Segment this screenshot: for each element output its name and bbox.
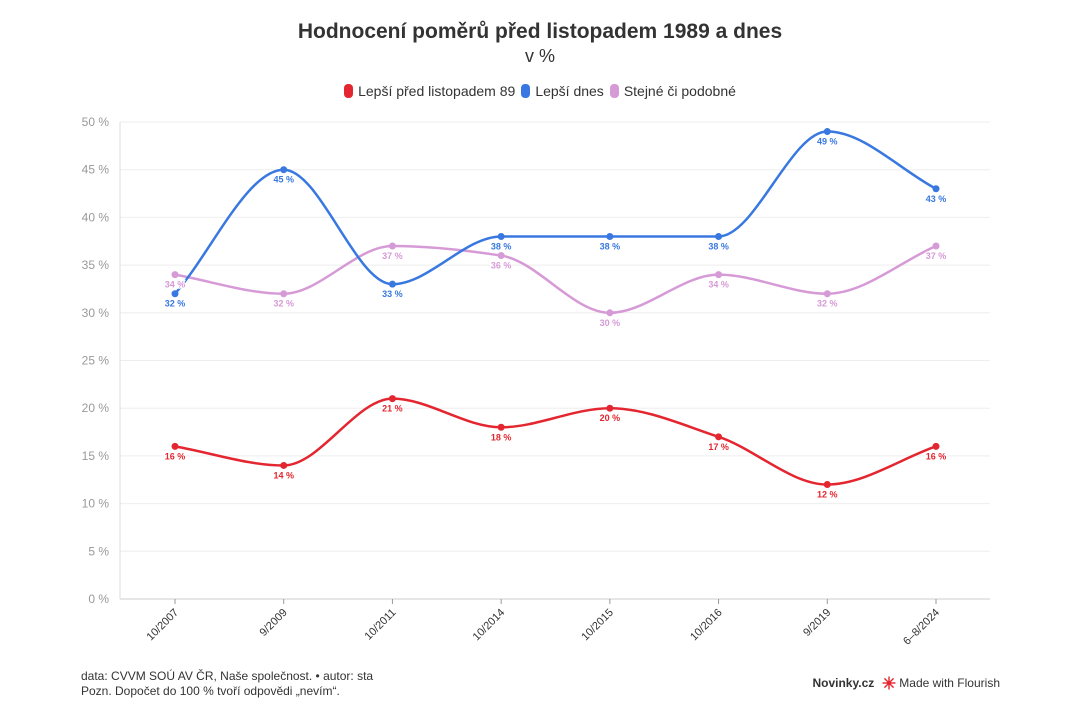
novinky-logo[interactable]: Novinky.cz	[812, 676, 875, 690]
data-label: 32 %	[273, 299, 294, 309]
data-point	[171, 442, 179, 450]
data-label: 20 %	[600, 413, 621, 423]
data-point	[497, 252, 505, 260]
series-line	[173, 397, 938, 486]
legend-label: Lepší před listopadem 89	[358, 83, 516, 99]
y-tick-label: 20 %	[82, 401, 110, 415]
y-tick-label: 5 %	[88, 544, 109, 558]
x-axis: 10/2007 9/2009 10/2011 10/2014 10/2015 10/201…	[145, 599, 942, 648]
data-label: 18 %	[491, 432, 512, 442]
data-label: 21 %	[382, 404, 403, 414]
y-tick-label: 35 %	[82, 258, 110, 272]
flourish-link[interactable]: Made with Flourish	[882, 676, 1000, 690]
data-point	[280, 166, 288, 174]
data-label: 43 %	[926, 194, 947, 204]
data-point	[280, 290, 288, 298]
series-line	[173, 130, 938, 295]
data-label: 38 %	[708, 241, 729, 251]
data-label: 32 %	[817, 299, 838, 309]
data-label: 32 %	[165, 299, 186, 309]
x-tick-label: 10/2015	[579, 607, 616, 644]
footer-note: Pozn. Dopočet do 100 % tvoří odpovědi „n…	[81, 684, 340, 698]
legend-swatch	[609, 84, 619, 98]
data-point	[932, 442, 940, 450]
y-tick-label: 25 %	[82, 354, 110, 368]
x-tick-label: 10/2016	[688, 607, 725, 644]
legend-item-same[interactable]: Stejné či podobné	[609, 83, 736, 99]
legend-item-before-89[interactable]: Lepší před listopadem 89	[344, 83, 515, 99]
data-point	[497, 232, 505, 240]
data-label: 33 %	[382, 289, 403, 299]
data-point	[715, 433, 723, 441]
x-tick-label: 6–8/2024	[901, 607, 942, 648]
flourish-label: Made with Flourish	[899, 676, 1000, 690]
footer-source: data: CVVM SOÚ AV ČR, Naše společnost. •…	[81, 669, 374, 683]
grid-lines	[120, 121, 990, 600]
legend: Lepší před listopadem 89 Lepší dnes Stej…	[0, 83, 1080, 99]
data-point	[388, 280, 396, 288]
data-label: 16 %	[926, 451, 947, 461]
y-tick-label: 50 %	[82, 115, 110, 129]
legend-label: Stejné či podobné	[623, 83, 736, 99]
data-labels: 16 % 14 % 21 % 18 % 20 % 17 % 12 % 16 % 34 % 32 %…	[163, 135, 947, 500]
y-axis: 0 % 5 % 10 % 15 % 20 % 25 % 30 % 35 % 40 % 45 % 50…	[82, 115, 121, 606]
data-label: 38 %	[600, 241, 621, 251]
data-label: 16 %	[165, 451, 186, 461]
chart-title: Hodnocení poměrů před listopadem 1989 a …	[297, 20, 783, 43]
data-label: 30 %	[600, 318, 621, 328]
footer: data: CVVM SOÚ AV ČR, Naše společnost. •…	[81, 669, 373, 699]
data-label: 34 %	[165, 280, 186, 290]
x-tick-label: 9/2019	[801, 607, 833, 639]
y-tick-label: 40 %	[82, 210, 110, 224]
branding: Novinky.cz Made with Flourish	[812, 676, 1000, 690]
data-point	[932, 185, 940, 193]
data-point	[823, 128, 831, 136]
data-label: 37 %	[382, 251, 403, 261]
data-point	[280, 461, 288, 469]
data-label: 17 %	[708, 442, 729, 452]
data-point	[823, 290, 831, 298]
y-tick-label: 15 %	[82, 449, 110, 463]
data-point	[606, 404, 614, 412]
data-point	[171, 271, 179, 279]
legend-swatch	[521, 84, 531, 98]
data-label: 45 %	[273, 175, 294, 185]
data-label: 49 %	[817, 137, 838, 147]
y-tick-label: 45 %	[82, 163, 110, 177]
legend-item-today[interactable]: Lepší dnes	[521, 83, 604, 99]
data-point	[171, 290, 179, 298]
data-point	[388, 242, 396, 250]
legend-swatch	[344, 84, 354, 98]
y-tick-label: 30 %	[82, 306, 110, 320]
data-label: 14 %	[273, 470, 294, 480]
data-point	[606, 309, 614, 317]
legend-label: Lepší dnes	[535, 83, 604, 99]
data-point	[823, 481, 831, 489]
data-label: 38 %	[491, 241, 512, 251]
x-tick-label: 9/2009	[258, 607, 290, 639]
data-point	[497, 423, 505, 431]
x-tick-label: 10/2014	[471, 607, 508, 644]
data-point	[715, 271, 723, 279]
data-points	[171, 128, 940, 489]
data-point	[715, 232, 723, 240]
data-label: 36 %	[491, 261, 512, 271]
data-label: 37 %	[926, 251, 947, 261]
flourish-star-icon	[882, 676, 896, 690]
data-label: 12 %	[817, 490, 838, 500]
chart-subtitle: v %	[524, 46, 555, 66]
data-point	[606, 232, 614, 240]
data-point	[388, 395, 396, 403]
y-tick-label: 10 %	[82, 497, 110, 511]
x-tick-label: 10/2011	[363, 607, 399, 643]
y-tick-label: 0 %	[88, 592, 109, 606]
data-point	[932, 242, 940, 250]
x-tick-label: 10/2007	[145, 607, 182, 644]
data-label: 34 %	[708, 280, 729, 290]
series-line	[173, 244, 938, 315]
